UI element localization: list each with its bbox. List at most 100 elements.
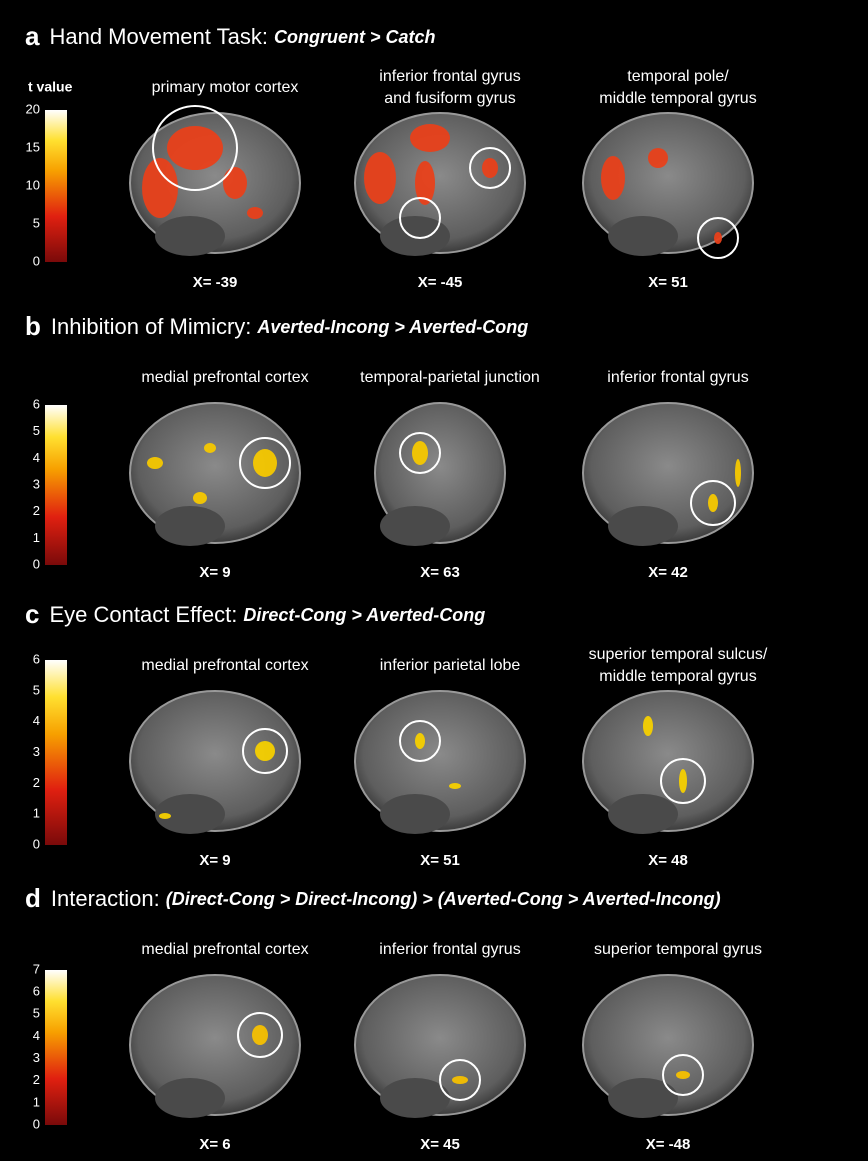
activation <box>449 783 461 789</box>
colorbar-tick-label: 2 <box>33 503 40 518</box>
colorbar-tick-label: 5 <box>33 682 40 697</box>
colorbar-tick-label: 7 <box>33 961 40 976</box>
region-label: inferior frontal gyrus <box>379 68 520 85</box>
panel-label: c <box>25 599 39 629</box>
colorbar-tick-label: 6 <box>33 984 40 999</box>
region-label: inferior parietal lobe <box>380 657 521 674</box>
cerebellum <box>608 1078 678 1118</box>
slice-coordinate: X= 9 <box>199 852 230 869</box>
slice-coordinate: X= 48 <box>648 852 688 869</box>
slice-coordinate: X= -45 <box>418 274 463 291</box>
activation <box>676 1071 690 1079</box>
colorbar-tick-label: 2 <box>33 775 40 790</box>
panel-title: Eye Contact Effect: <box>49 602 237 627</box>
slice-coordinate: X= 63 <box>420 564 460 581</box>
activation <box>252 1025 268 1045</box>
colorbar-tick-label: 4 <box>33 1028 40 1043</box>
colorbar-tick-label: 5 <box>33 215 40 230</box>
colorbar-tick-label: 1 <box>33 806 40 821</box>
panel-title: Interaction: <box>51 886 160 911</box>
activation <box>410 124 450 152</box>
colorbar-tick-label: 0 <box>33 556 40 571</box>
region-label: medial prefrontal cortex <box>141 369 308 386</box>
colorbar-tick-label: 15 <box>26 139 40 154</box>
cerebellum <box>155 506 225 546</box>
panel-title: Inhibition of Mimicry: <box>51 314 252 339</box>
colorbar-tick-label: 6 <box>33 396 40 411</box>
activation <box>412 441 428 465</box>
figure: a Hand Movement Task: Congruent > Catch t v… <box>0 0 868 1156</box>
panel-label: a <box>25 21 40 51</box>
activation <box>415 733 425 749</box>
slice-coordinate: X= 9 <box>199 564 230 581</box>
cerebellum <box>608 506 678 546</box>
colorbar-tick-label: 3 <box>33 476 40 491</box>
activation <box>223 167 247 199</box>
colorbar-tick-label: 5 <box>33 1006 40 1021</box>
cerebellum <box>155 1078 225 1118</box>
region-label: middle temporal gyrus <box>599 668 756 685</box>
colorbar-tick-label: 1 <box>33 530 40 545</box>
panel-label: b <box>25 311 41 341</box>
slice-coordinate: X= 6 <box>199 1136 230 1153</box>
region-label: superior temporal gyrus <box>594 941 762 958</box>
colorbar-tick-label: 5 <box>33 423 40 438</box>
activation <box>247 207 263 219</box>
activation <box>193 492 207 504</box>
activation <box>204 443 216 453</box>
activation <box>167 126 223 170</box>
region-label: medial prefrontal cortex <box>141 657 308 674</box>
colorbar <box>45 405 67 565</box>
activation <box>735 459 741 487</box>
colorbar <box>45 110 67 262</box>
region-label: primary motor cortex <box>152 79 299 96</box>
region-label: temporal pole/ <box>627 68 729 85</box>
region-label: superior temporal sulcus/ <box>589 646 768 663</box>
activation <box>643 716 653 736</box>
colorbar-tick-label: 6 <box>33 651 40 666</box>
cerebellum <box>155 216 225 256</box>
colorbar-label: t value <box>28 79 73 95</box>
region-label: inferior frontal gyrus <box>607 369 748 386</box>
activation <box>708 494 718 512</box>
panel-contrast: Congruent > Catch <box>274 27 436 47</box>
activation <box>147 457 163 469</box>
colorbar-tick-label: 0 <box>33 253 40 268</box>
activation <box>648 148 668 168</box>
colorbar-tick-label: 3 <box>33 744 40 759</box>
activation <box>253 449 277 477</box>
panel-contrast: Direct-Cong > Averted-Cong <box>243 605 485 625</box>
slice-coordinate: X= -39 <box>193 274 238 291</box>
panel-contrast: Averted-Incong > Averted-Cong <box>256 317 528 337</box>
panel-label: d <box>25 883 41 913</box>
colorbar <box>45 970 67 1125</box>
slice-coordinate: X= 45 <box>420 1136 460 1153</box>
region-label: inferior frontal gyrus <box>379 941 520 958</box>
colorbar-tick-label: 3 <box>33 1050 40 1065</box>
activation <box>679 769 687 793</box>
cerebellum <box>380 794 450 834</box>
region-label: middle temporal gyrus <box>599 90 756 107</box>
activation <box>452 1076 468 1084</box>
activation <box>482 158 498 178</box>
colorbar-tick-label: 0 <box>33 836 40 851</box>
activation <box>714 232 722 244</box>
activation <box>255 741 275 761</box>
cerebellum <box>608 216 678 256</box>
colorbar-tick-label: 20 <box>26 101 40 116</box>
region-label: medial prefrontal cortex <box>141 941 308 958</box>
region-label: temporal-parietal junction <box>360 369 540 386</box>
cerebellum <box>380 506 450 546</box>
colorbar <box>45 660 67 845</box>
panel-contrast: (Direct-Cong > Direct-Incong) > (Averted… <box>166 889 721 909</box>
colorbar-tick-label: 2 <box>33 1072 40 1087</box>
slice-coordinate: X= 51 <box>648 274 688 291</box>
panel-title: Hand Movement Task: <box>49 24 267 49</box>
slice-coordinate: X= 51 <box>420 852 460 869</box>
activation <box>142 158 178 218</box>
slice-coordinate: X= 42 <box>648 564 688 581</box>
activation <box>364 152 396 204</box>
activation <box>601 156 625 200</box>
slice-coordinate: X= -48 <box>646 1136 691 1153</box>
colorbar-tick-label: 1 <box>33 1094 40 1109</box>
